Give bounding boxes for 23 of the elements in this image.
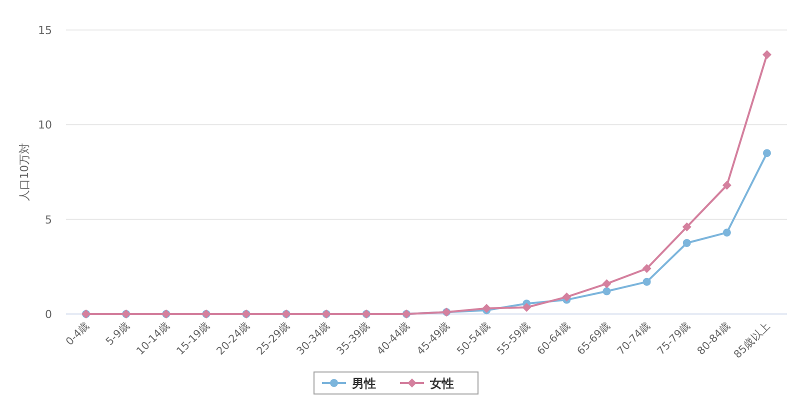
point (762, 50, 772, 60)
point (602, 279, 612, 288)
y-tick-label: 5 (45, 213, 52, 226)
point (682, 239, 691, 247)
x-tick-label: 0-4歳 (63, 318, 92, 348)
y-tick-label: 0 (45, 308, 52, 321)
point (682, 222, 692, 232)
point (722, 180, 732, 190)
point (482, 304, 492, 313)
legend-label: 女性 (429, 376, 454, 390)
point (522, 302, 532, 312)
point (602, 287, 611, 296)
point (642, 264, 652, 274)
y-tick-label: 15 (38, 24, 52, 37)
y-axis-title: 人口10万対 (18, 143, 31, 201)
y-tick-label: 10 (38, 118, 52, 132)
legend-label: 男性 (351, 376, 376, 390)
point (762, 149, 771, 158)
x-tick-label: 5-9歳 (103, 318, 132, 348)
x-tick-label: 85歳以上 (731, 318, 774, 361)
point (642, 278, 651, 286)
point (722, 228, 731, 237)
point (562, 292, 572, 302)
